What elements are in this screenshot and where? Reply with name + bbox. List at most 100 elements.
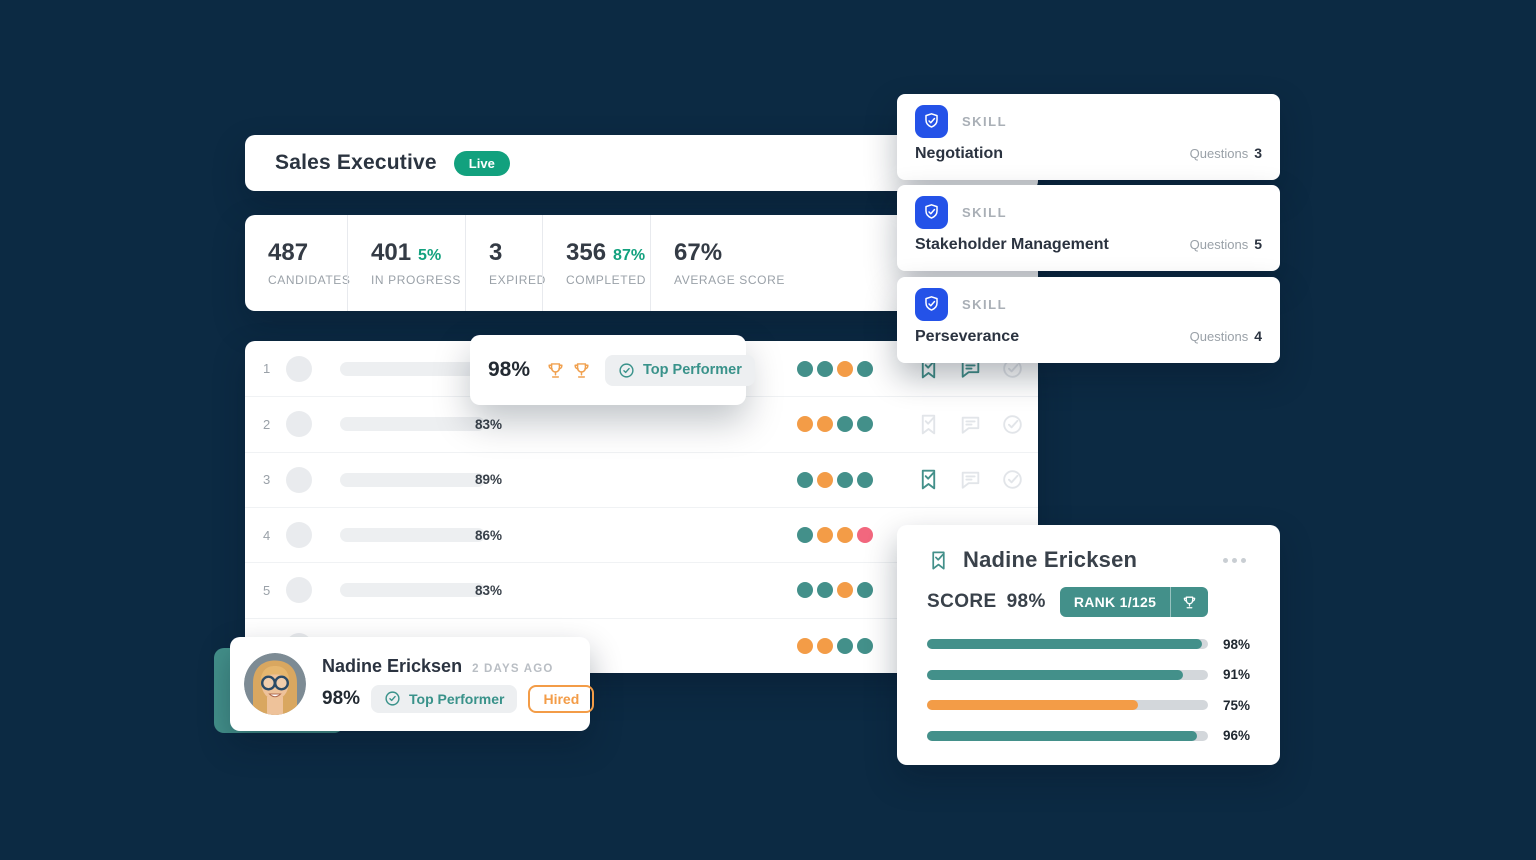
skill-dot [797,637,813,654]
top-performer-label: Top Performer [409,690,505,707]
top-performer-label: Top Performer [643,362,742,378]
check-circle-icon [619,362,634,378]
stat-value: 3 [489,239,503,266]
timestamp: 2 DAYS AGO [472,662,554,675]
more-options-icon[interactable] [1219,554,1250,567]
bar-percent: 96% [1222,728,1250,744]
candidate-row[interactable]: 4 86% [245,506,1038,562]
rank-number: 3 [263,472,271,488]
complete-check-icon[interactable] [999,467,1025,493]
skill-score-bar: 75% [927,690,1250,721]
shield-check-icon [915,288,948,321]
rank-number: 4 [263,527,271,543]
shortlist-bookmark-icon[interactable] [915,467,941,493]
skill-dot [837,360,853,377]
shortlist-bookmark-icon[interactable] [915,411,941,437]
trophy-icon [1171,594,1208,611]
score-label: SCORE [927,591,997,612]
avatar-placeholder [286,577,312,604]
name-placeholder-bar [340,361,485,376]
stat-candidates: 487 CANDIDATES [245,215,351,311]
top-performer-popup: 98% Top Performer [470,335,755,405]
skill-score-bar: 96% [927,721,1250,752]
bar-fill [927,700,1138,711]
candidate-photo [244,653,306,715]
skill-dots [797,416,873,433]
candidate-row[interactable]: 1 [245,341,1038,396]
skill-card-negotiation[interactable]: SKILL Negotiation Questions 3 [897,94,1280,180]
skill-dots [797,527,873,544]
avatar-placeholder [286,355,312,382]
top-performer-badge: Top Performer [371,684,518,713]
score-value: 98% [1006,591,1046,612]
skill-tag-label: SKILL [962,205,1008,220]
avatar-placeholder [286,522,312,549]
questions-count: Questions 4 [1189,328,1262,344]
skill-dot [837,582,853,599]
skill-dot [857,582,873,599]
stat-label: CANDIDATES [268,273,351,287]
hired-candidate-card: Nadine Ericksen 2 DAYS AGO 98% Top Perfo… [230,637,595,731]
questions-count: Questions 3 [1189,145,1262,161]
score-percent: 89% [475,472,503,488]
avatar-placeholder [286,466,312,493]
rank-number: 2 [263,416,271,432]
hired-badge: Hired [528,684,595,713]
skill-card-perseverance[interactable]: SKILL Perseverance Questions 4 [897,277,1280,363]
questions-count: Questions 5 [1189,236,1262,252]
candidate-row[interactable]: 3 89% [245,451,1038,507]
skill-name: Negotiation [915,145,1003,162]
skill-name: Perseverance [915,328,1020,345]
row-actions [915,467,1025,493]
bar-track [927,669,1208,680]
stat-label: EXPIRED [489,273,546,287]
skill-score-bars: 98% 91% 75% 96% [927,629,1250,751]
trophy-icons [545,360,592,381]
bar-fill [927,730,1197,741]
stat-completed: 356 87% COMPLETED [542,215,650,311]
score-percent: 83% [475,416,503,432]
skill-dot [797,582,813,599]
bar-fill [927,669,1183,680]
skill-dot [797,360,813,377]
stat-label: IN PROGRESS [371,273,461,287]
popup-score: 98% [488,358,531,381]
avatar-placeholder [286,411,312,438]
shield-check-icon [915,196,948,229]
skill-dot [797,416,813,433]
score-percent: 86% [475,527,503,543]
comment-icon[interactable] [957,411,983,437]
bar-fill [927,639,1203,650]
stat-label: AVERAGE SCORE [674,273,785,287]
stat-value: 67% [674,239,723,266]
skill-dot [817,637,833,654]
candidate-row[interactable]: 5 83% [245,562,1038,617]
skill-dot [797,471,813,488]
skill-dots [797,360,873,377]
name-placeholder-bar [340,583,485,598]
skill-dot [857,360,873,377]
skill-dots [797,637,873,654]
skill-dot [817,360,833,377]
stat-accent: 5% [418,247,442,264]
candidate-detail-card: Nadine Ericksen SCORE 98% RANK 1/125 98%… [897,525,1280,765]
skill-card-stakeholder-management[interactable]: SKILL Stakeholder Management Questions 5 [897,185,1280,271]
candidate-score: 98% [322,687,361,709]
bar-percent: 98% [1222,636,1250,652]
skill-tag-label: SKILL [962,114,1008,129]
stat-value: 487 [268,239,309,266]
complete-check-icon[interactable] [999,411,1025,437]
stat-in-progress: 401 5% IN PROGRESS [347,215,465,311]
skill-dot [857,637,873,654]
rank-number: 1 [263,361,271,377]
skill-dot [797,527,813,544]
skill-dots [797,471,873,488]
trophy-icon [548,362,563,378]
row-actions [915,411,1025,437]
candidate-name: Nadine Ericksen [322,655,463,676]
name-placeholder-bar [340,472,485,487]
candidate-name: Nadine Ericksen [963,547,1138,572]
comment-icon[interactable] [957,467,983,493]
stat-accent: 87% [613,247,646,264]
